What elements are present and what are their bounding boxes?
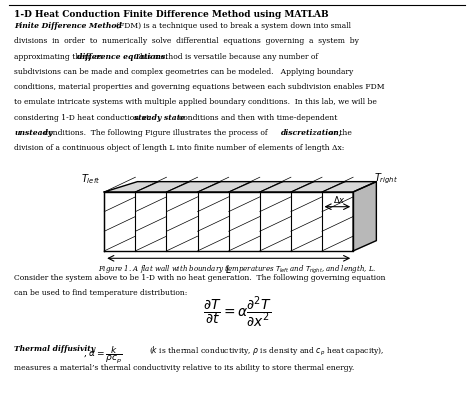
- Text: considering 1-D heat conduction at: considering 1-D heat conduction at: [14, 113, 149, 122]
- Text: $T_{right}$: $T_{right}$: [374, 171, 399, 185]
- Text: measures a material’s thermal conductivity relative to its ability to store ther: measures a material’s thermal conductivi…: [14, 363, 355, 371]
- Text: Finite Difference Method: Finite Difference Method: [14, 22, 122, 30]
- Text: 1-D Heat Conduction Finite Difference Method using MATLAB: 1-D Heat Conduction Finite Difference Me…: [14, 10, 329, 19]
- Text: $\Delta x$: $\Delta x$: [334, 193, 346, 204]
- Text: This method is versatile because any number of: This method is versatile because any num…: [135, 53, 318, 61]
- Text: conditions and then with time-dependent: conditions and then with time-dependent: [179, 113, 337, 122]
- Text: can be used to find temperature distribution:: can be used to find temperature distribu…: [14, 289, 188, 297]
- Text: (FDM) is a technique used to break a system down into small: (FDM) is a technique used to break a sys…: [116, 22, 351, 30]
- Polygon shape: [104, 182, 376, 192]
- Text: ($k$ is thermal conductivity, $\rho$ is density and $c_p$ heat capacity),: ($k$ is thermal conductivity, $\rho$ is …: [149, 344, 385, 357]
- Text: approximating them as: approximating them as: [14, 53, 103, 61]
- Text: $T_{left}$: $T_{left}$: [82, 171, 100, 185]
- Text: conditions.  The following Figure illustrates the process of: conditions. The following Figure illustr…: [44, 129, 268, 137]
- Text: divisions  in  order  to  numerically  solve  differential  equations  governing: divisions in order to numerically solve …: [14, 37, 359, 45]
- Text: unsteady: unsteady: [14, 129, 53, 137]
- Text: Consider the system above to be 1-D with no heat generation.  The following gove: Consider the system above to be 1-D with…: [14, 273, 386, 282]
- Text: , $\alpha = \dfrac{k}{\rho c_p}$: , $\alpha = \dfrac{k}{\rho c_p}$: [83, 344, 123, 365]
- Text: Thermal diffusivity: Thermal diffusivity: [14, 344, 95, 352]
- Text: division of a continuous object of length L into finite number of elements of le: division of a continuous object of lengt…: [14, 144, 345, 152]
- Text: discretization,: discretization,: [281, 129, 342, 137]
- Text: difference equations.: difference equations.: [77, 53, 168, 61]
- Text: steady state: steady state: [134, 113, 185, 122]
- Text: $L$: $L$: [225, 262, 232, 274]
- Polygon shape: [353, 182, 376, 251]
- Text: to emulate intricate systems with multiple applied boundary conditions.  In this: to emulate intricate systems with multip…: [14, 98, 377, 106]
- Text: $\dfrac{\partial T}{\partial t} = \alpha \dfrac{\partial^2 T}{\partial x^2}$: $\dfrac{\partial T}{\partial t} = \alpha…: [202, 294, 272, 329]
- Text: or the: or the: [329, 129, 352, 137]
- Polygon shape: [104, 192, 353, 251]
- Text: Figure 1. A flat wall with boundary temperatures $T_{left}$ and $T_{right}$, and: Figure 1. A flat wall with boundary temp…: [98, 263, 376, 275]
- Text: subdivisions can be made and complex geometries can be modeled.   Applying bound: subdivisions can be made and complex geo…: [14, 68, 354, 76]
- Text: conditions, material properties and governing equations between each subdivision: conditions, material properties and gove…: [14, 83, 385, 91]
